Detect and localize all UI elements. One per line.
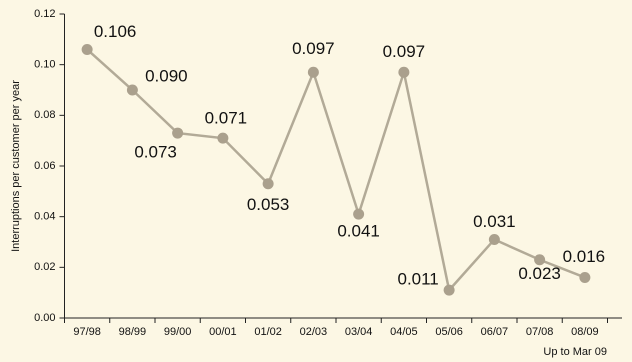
data-point	[307, 66, 319, 78]
data-line	[86, 48, 586, 293]
value-label: 0.071	[205, 109, 248, 128]
x-tick-label: 01/02	[254, 326, 282, 338]
value-label: 0.073	[134, 143, 177, 162]
x-tick-label: 02/03	[300, 326, 328, 338]
data-point	[262, 178, 274, 190]
x-tick-label: 06/07	[481, 326, 509, 338]
y-tick-label: 0.02	[34, 261, 55, 273]
data-point	[172, 127, 184, 139]
data-point	[443, 284, 455, 296]
data-point	[81, 43, 93, 55]
data-point	[488, 233, 500, 245]
value-label: 0.090	[145, 66, 188, 85]
y-tick-label: 0.10	[34, 59, 55, 71]
value-label: 0.041	[337, 222, 380, 241]
x-tick-label: 04/05	[390, 326, 418, 338]
x-tick-label: 08/09	[571, 326, 599, 338]
annotation: Up to Mar 09	[543, 346, 607, 358]
value-label: 0.097	[292, 39, 335, 58]
value-label: 0.016	[563, 247, 606, 266]
x-tick-label: 03/04	[345, 326, 373, 338]
data-point	[534, 254, 546, 266]
y-tick-label: 0.08	[34, 109, 55, 121]
x-tick-label: 98/99	[119, 326, 147, 338]
y-tick-label: 0.12	[34, 8, 55, 20]
value-label: 0.011	[397, 270, 438, 289]
value-label: 0.106	[94, 22, 137, 41]
y-axis-label: Interruptions per customer per year	[10, 80, 22, 252]
value-label: 0.097	[383, 42, 426, 61]
x-tick-label: 97/98	[73, 326, 101, 338]
x-tick-label: 05/06	[435, 326, 463, 338]
data-point	[398, 66, 410, 78]
x-tick-label: 00/01	[209, 326, 237, 338]
value-label: 0.053	[247, 195, 290, 214]
x-tick-label: 99/00	[164, 326, 192, 338]
y-tick-label: 0.00	[34, 312, 55, 324]
y-tick-label: 0.04	[34, 211, 55, 223]
value-label: 0.023	[518, 264, 561, 283]
value-label: 0.031	[473, 212, 516, 231]
data-point	[217, 132, 229, 144]
data-point	[126, 84, 138, 96]
data-point	[579, 271, 591, 283]
data-point	[353, 208, 365, 220]
x-tick-label: 07/08	[526, 326, 554, 338]
y-tick-label: 0.06	[34, 160, 55, 172]
